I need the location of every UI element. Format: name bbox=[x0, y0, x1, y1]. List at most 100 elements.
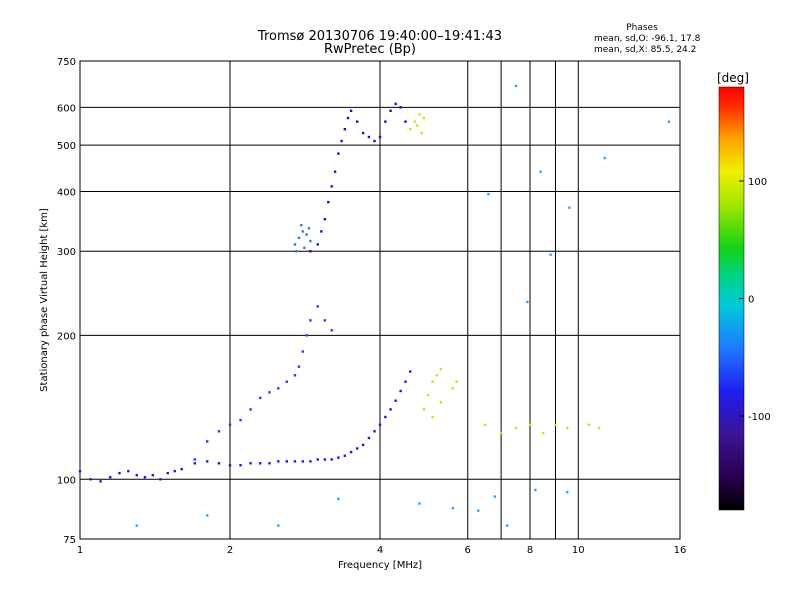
data-point bbox=[217, 462, 221, 465]
data-points bbox=[78, 84, 671, 527]
data-point bbox=[151, 473, 155, 477]
data-point bbox=[389, 408, 392, 411]
data-point bbox=[565, 426, 569, 430]
data-point bbox=[427, 393, 430, 397]
data-point bbox=[205, 460, 209, 463]
data-point bbox=[526, 300, 529, 304]
colorbar-tick-label: -100 bbox=[748, 412, 771, 423]
data-point bbox=[323, 458, 327, 461]
data-point bbox=[367, 135, 371, 139]
data-point bbox=[330, 458, 333, 461]
data-point bbox=[528, 423, 532, 427]
data-point bbox=[373, 430, 376, 433]
data-point bbox=[404, 120, 407, 123]
data-point bbox=[499, 431, 503, 435]
data-point bbox=[587, 423, 591, 427]
data-point bbox=[349, 109, 353, 113]
data-point bbox=[143, 476, 147, 479]
data-point bbox=[534, 488, 537, 492]
y-axis-ticks: 75 100 200 300 400 500 600 750 bbox=[57, 57, 76, 546]
phases-heading: Phases bbox=[626, 23, 658, 33]
colorbar-label: [deg] bbox=[717, 71, 749, 85]
y-tick-label: 75 bbox=[63, 535, 76, 546]
data-point bbox=[384, 415, 387, 419]
data-point bbox=[404, 380, 407, 383]
data-point bbox=[549, 253, 552, 256]
grid-lines bbox=[80, 61, 680, 539]
data-point bbox=[99, 480, 102, 483]
data-point bbox=[217, 430, 221, 433]
data-point bbox=[316, 458, 319, 461]
y-tick-label: 600 bbox=[57, 103, 76, 114]
data-point bbox=[451, 506, 455, 510]
data-point bbox=[305, 334, 308, 337]
y-tick-label: 300 bbox=[57, 247, 76, 258]
data-point bbox=[337, 497, 340, 501]
data-point bbox=[355, 447, 359, 450]
data-point bbox=[337, 152, 340, 155]
data-point bbox=[259, 462, 262, 465]
data-point bbox=[300, 224, 303, 227]
data-point bbox=[135, 473, 138, 477]
data-point bbox=[415, 124, 419, 127]
data-point bbox=[277, 387, 280, 390]
data-point bbox=[343, 127, 347, 131]
data-point bbox=[118, 471, 121, 475]
data-point bbox=[239, 464, 242, 467]
data-point bbox=[554, 423, 557, 427]
data-point bbox=[127, 469, 130, 473]
data-point bbox=[493, 495, 497, 498]
data-point bbox=[305, 233, 308, 236]
data-point bbox=[309, 319, 312, 322]
data-point bbox=[180, 467, 183, 471]
data-point bbox=[439, 367, 443, 371]
data-point bbox=[378, 423, 382, 427]
data-point bbox=[361, 443, 365, 447]
phases-stats-o: mean, sd,O: -96.1, 17.8 bbox=[594, 34, 701, 44]
y-tick-label: 750 bbox=[57, 57, 76, 68]
data-point bbox=[422, 408, 426, 411]
data-point bbox=[487, 192, 490, 196]
data-point bbox=[349, 450, 353, 454]
data-point bbox=[603, 156, 606, 160]
data-point bbox=[268, 462, 271, 465]
data-point bbox=[343, 454, 347, 457]
data-point bbox=[394, 399, 397, 402]
chart-subtitle: RwPretec (Bp) bbox=[324, 42, 416, 57]
colorbar-tick-label: 0 bbox=[748, 295, 754, 306]
data-point bbox=[565, 490, 569, 494]
data-point bbox=[333, 170, 337, 173]
data-point bbox=[418, 113, 421, 116]
phase-colorbar: [deg] 100 0 -100 bbox=[717, 71, 771, 511]
data-point bbox=[477, 509, 480, 512]
x-tick-label: 10 bbox=[572, 545, 585, 556]
data-point bbox=[301, 350, 305, 353]
data-point bbox=[568, 206, 571, 209]
data-point bbox=[249, 408, 252, 411]
x-tick-label: 8 bbox=[527, 545, 533, 556]
data-point bbox=[337, 456, 340, 459]
data-point bbox=[355, 120, 359, 123]
data-point bbox=[293, 374, 297, 377]
data-point bbox=[420, 131, 423, 135]
data-point bbox=[409, 127, 412, 131]
data-point bbox=[285, 380, 288, 383]
data-point bbox=[455, 380, 458, 383]
data-point bbox=[293, 243, 297, 246]
data-point bbox=[135, 524, 138, 527]
data-point bbox=[422, 116, 426, 120]
data-point bbox=[293, 460, 297, 463]
x-tick-label: 1 bbox=[77, 545, 83, 556]
colorbar-tick-label: 100 bbox=[748, 177, 767, 188]
phases-stats-x: mean, sd,X: 85.5, 24.2 bbox=[594, 45, 696, 55]
y-tick-label: 500 bbox=[57, 141, 76, 152]
data-point bbox=[316, 305, 319, 308]
y-tick-label: 200 bbox=[57, 331, 76, 342]
data-point bbox=[323, 218, 327, 221]
data-point bbox=[239, 418, 242, 422]
data-point bbox=[327, 200, 330, 204]
data-point bbox=[277, 460, 280, 463]
data-point bbox=[89, 478, 92, 481]
data-point bbox=[409, 370, 412, 373]
data-point bbox=[367, 436, 371, 440]
